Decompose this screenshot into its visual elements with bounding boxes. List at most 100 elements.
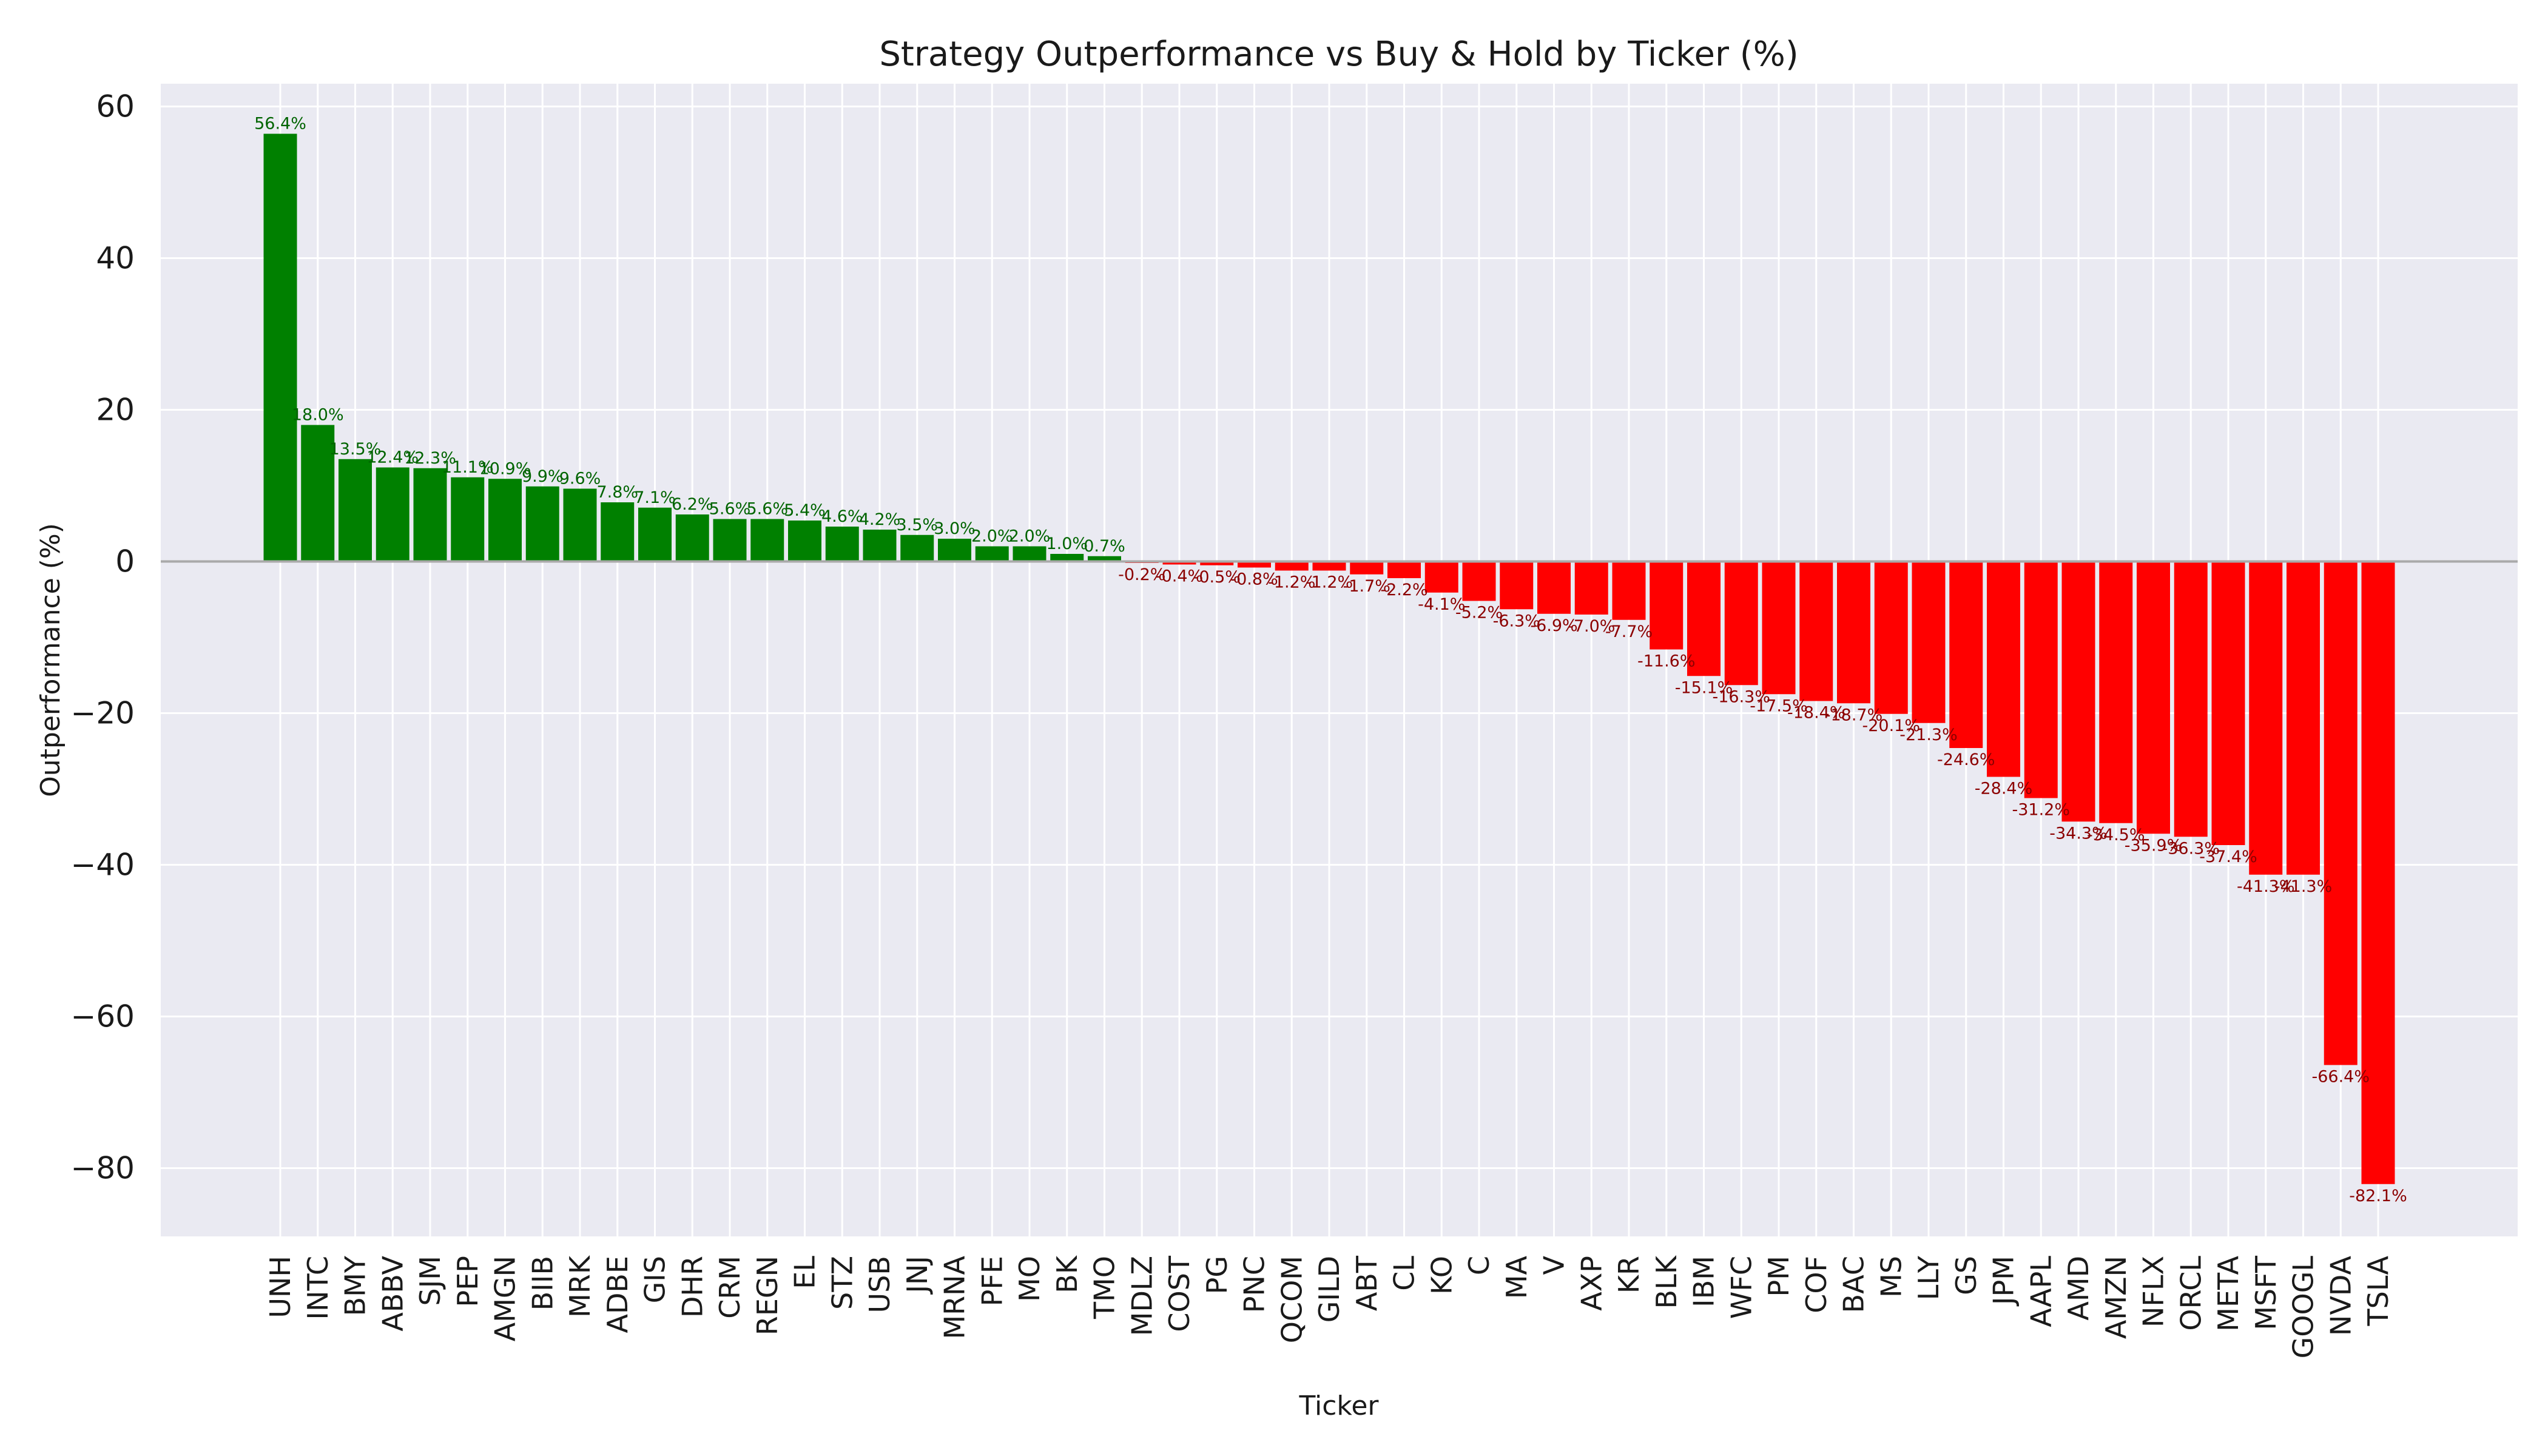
x-tick-label: TMO: [1088, 1256, 1121, 1320]
x-tick-label: NVDA: [2324, 1255, 2357, 1335]
data-label: 5.6%: [746, 500, 788, 519]
data-label: -36.3%: [2162, 839, 2220, 858]
y-tick-label: 60: [96, 89, 135, 124]
data-label: -2.2%: [1380, 581, 1427, 599]
data-label: 5.6%: [709, 500, 751, 519]
bar-msft: [2249, 561, 2283, 875]
bar-intc: [301, 425, 335, 562]
x-tick-label: BLK: [1650, 1255, 1683, 1309]
data-label: -1.2%: [1268, 573, 1315, 592]
x-tick-label: BIIB: [526, 1256, 559, 1310]
bar-tmo: [1088, 556, 1121, 562]
data-label: -0.4%: [1156, 567, 1203, 586]
bar-cost: [1162, 561, 1196, 565]
data-label: -35.9%: [2125, 836, 2183, 855]
x-tick-label: AMD: [2062, 1256, 2095, 1321]
data-label: -34.5%: [2087, 826, 2145, 844]
bar-bk: [1050, 554, 1084, 562]
y-tick-label: −80: [70, 1151, 135, 1186]
data-label: 9.9%: [522, 467, 564, 486]
x-tick-label: V: [1538, 1255, 1571, 1275]
data-label: -16.3%: [1712, 687, 1770, 706]
x-tick-label: GILD: [1313, 1256, 1346, 1323]
bar-biib: [525, 486, 559, 562]
bar-ibm: [1687, 561, 1721, 676]
bar-stz: [825, 527, 859, 562]
data-label: 4.2%: [859, 510, 901, 529]
data-label: -20.1%: [1862, 716, 1920, 735]
data-label: 13.5%: [329, 440, 382, 459]
x-tick-label: BK: [1051, 1255, 1084, 1293]
x-tick-label: NFLX: [2137, 1256, 2170, 1327]
bar-amgn: [488, 479, 522, 562]
x-tick-label: AMGN: [489, 1256, 522, 1341]
x-tick-label: C: [1463, 1256, 1495, 1275]
bar-jpm: [1987, 561, 2020, 777]
data-label: 12.4%: [366, 448, 419, 467]
x-tick-label: JPM: [1987, 1256, 2020, 1307]
y-tick-label: 0: [115, 544, 135, 579]
bar-meta: [2211, 561, 2245, 845]
bar-nflx: [2137, 561, 2170, 834]
bars: [263, 133, 2395, 1184]
x-tick-label: GOOGL: [2287, 1256, 2320, 1359]
data-label: 4.6%: [821, 507, 863, 526]
bar-pg: [1200, 561, 1234, 565]
x-tick-label: REGN: [751, 1256, 784, 1335]
x-tick-label: LLY: [1912, 1255, 1945, 1300]
bar-pfe: [975, 546, 1009, 562]
bar-dhr: [675, 514, 709, 562]
data-label: -6.9%: [1530, 616, 1577, 635]
data-label: 6.2%: [672, 495, 713, 514]
x-tick-label: KR: [1613, 1256, 1645, 1293]
x-tick-label: GIS: [639, 1256, 672, 1303]
x-tick-label: USB: [863, 1256, 896, 1313]
bar-gs: [1949, 561, 1983, 748]
bar-regn: [750, 519, 784, 562]
bar-usb: [863, 530, 897, 562]
x-tick-label: MRK: [564, 1255, 596, 1318]
bar-qcom: [1275, 561, 1309, 571]
bar-bmy: [339, 459, 372, 562]
data-label: 9.6%: [559, 470, 601, 488]
bar-nvda: [2324, 561, 2358, 1065]
x-tick-label: ADBE: [601, 1256, 634, 1333]
bar-v: [1537, 561, 1571, 614]
bar-blk: [1650, 561, 1684, 650]
bar-ko: [1424, 561, 1458, 593]
bar-sjm: [413, 468, 447, 562]
x-tick-label: ABBV: [376, 1255, 409, 1331]
x-tick-label: PFE: [976, 1256, 1008, 1306]
data-label: -34.3%: [2049, 824, 2108, 843]
data-label: -41.3%: [2237, 877, 2295, 896]
x-tick-label: STZ: [826, 1256, 858, 1310]
x-tick-label: EL: [789, 1256, 821, 1289]
data-label: -0.2%: [1118, 565, 1165, 584]
bar-gis: [638, 507, 672, 562]
x-tick-label: ORCL: [2174, 1256, 2207, 1331]
y-tick-label: 40: [96, 241, 135, 276]
x-tick-label: COST: [1163, 1255, 1196, 1332]
x-tick-label: MO: [1013, 1256, 1046, 1302]
y-tick-label: −40: [70, 848, 135, 883]
bar-axp: [1574, 561, 1608, 615]
y-tick-label: 20: [96, 393, 135, 428]
x-tick-label: MS: [1875, 1256, 1907, 1298]
bar-mo: [1013, 546, 1046, 562]
bar-kr: [1612, 561, 1646, 620]
bar-adbe: [601, 502, 635, 562]
bar-amd: [2061, 561, 2095, 822]
bar-pep: [451, 477, 485, 562]
data-label: 7.1%: [634, 488, 676, 507]
x-tick-label: PG: [1201, 1256, 1233, 1294]
bar-abt: [1350, 561, 1384, 575]
x-tick-label: MSFT: [2250, 1255, 2282, 1330]
bar-cl: [1387, 561, 1421, 578]
data-label: -0.8%: [1230, 570, 1278, 589]
bar-aapl: [2024, 561, 2058, 798]
bar-mrk: [563, 488, 597, 562]
data-label: -7.7%: [1605, 622, 1653, 641]
bar-pnc: [1238, 561, 1271, 568]
data-label: 2.0%: [971, 527, 1013, 546]
